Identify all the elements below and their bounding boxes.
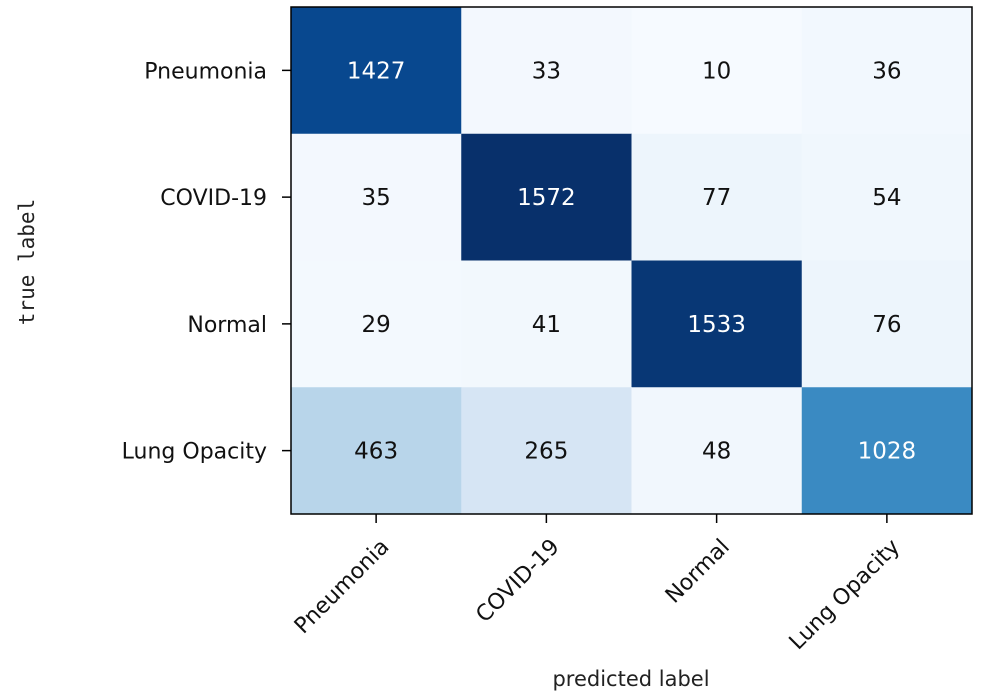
cell-value-lung-opacity-pneumonia: 463 <box>354 439 398 465</box>
cell-value-lung-opacity-covid-19: 265 <box>524 439 568 465</box>
cell-covid-19-lung-opacity <box>801 133 973 261</box>
y-tick-label-pneumonia: Pneumonia <box>144 59 267 84</box>
cell-pneumonia-covid-19 <box>461 7 632 135</box>
cell-normal-lung-opacity <box>801 260 973 388</box>
x-axis-ticks: Pneumonia COVID-19 Normal Lung Opacity <box>290 514 905 655</box>
cell-lung-opacity-covid-19 <box>461 387 632 515</box>
cell-value-pneumonia-lung-opacity: 36 <box>872 58 901 84</box>
cell-normal-covid-19 <box>461 260 632 388</box>
cell-lung-opacity-normal <box>631 387 803 515</box>
x-tick-label-pneumonia: Pneumonia <box>290 535 394 639</box>
x-tick-label-lung-opacity: Lung Opacity <box>785 535 905 655</box>
cell-value-normal-pneumonia: 29 <box>361 312 390 338</box>
cell-value-normal-normal: 1533 <box>687 312 746 338</box>
cell-value-lung-opacity-lung-opacity: 1028 <box>858 439 917 465</box>
cell-value-normal-covid-19: 41 <box>532 312 561 338</box>
cell-value-pneumonia-pneumonia: 1427 <box>347 58 406 84</box>
cell-value-pneumonia-normal: 10 <box>702 58 731 84</box>
cell-value-lung-opacity-normal: 48 <box>702 439 731 465</box>
x-axis-label: predicted label <box>552 667 709 691</box>
plot-frame <box>290 6 973 515</box>
y-tick-label-covid-19: COVID-19 <box>160 186 267 211</box>
cell-covid-19-normal <box>631 133 803 261</box>
cell-value-covid-19-pneumonia: 35 <box>361 185 390 211</box>
y-tick-label-normal: Normal <box>187 313 267 338</box>
cell-pneumonia-normal <box>631 7 803 135</box>
cell-value-covid-19-normal: 77 <box>702 185 731 211</box>
cell-pneumonia-pneumonia <box>291 7 462 135</box>
cell-value-covid-19-lung-opacity: 54 <box>872 185 901 211</box>
cell-value-pneumonia-covid-19: 33 <box>532 58 561 84</box>
heatmap-cells: 1427 33 10 36 35 1572 77 54 29 41 1533 76 463 265 48 10… <box>291 7 973 515</box>
y-tick-label-lung-opacity: Lung Opacity <box>122 440 267 465</box>
cell-value-normal-lung-opacity: 76 <box>872 312 901 338</box>
cell-covid-19-pneumonia <box>291 133 462 261</box>
cell-normal-pneumonia <box>291 260 462 388</box>
x-tick-label-covid-19: COVID-19 <box>471 535 564 628</box>
y-axis-ticks: Pneumonia COVID-19 Normal Lung Opacity <box>122 59 291 465</box>
x-tick-label-normal: Normal <box>661 535 735 609</box>
cell-covid-19-covid-19 <box>461 133 632 261</box>
cell-lung-opacity-pneumonia <box>291 387 462 515</box>
cell-pneumonia-lung-opacity <box>801 7 973 135</box>
cell-lung-opacity-lung-opacity <box>801 387 973 515</box>
cell-normal-normal <box>631 260 803 388</box>
y-axis-label: true label <box>15 199 39 325</box>
cell-value-covid-19-covid-19: 1572 <box>517 185 576 211</box>
